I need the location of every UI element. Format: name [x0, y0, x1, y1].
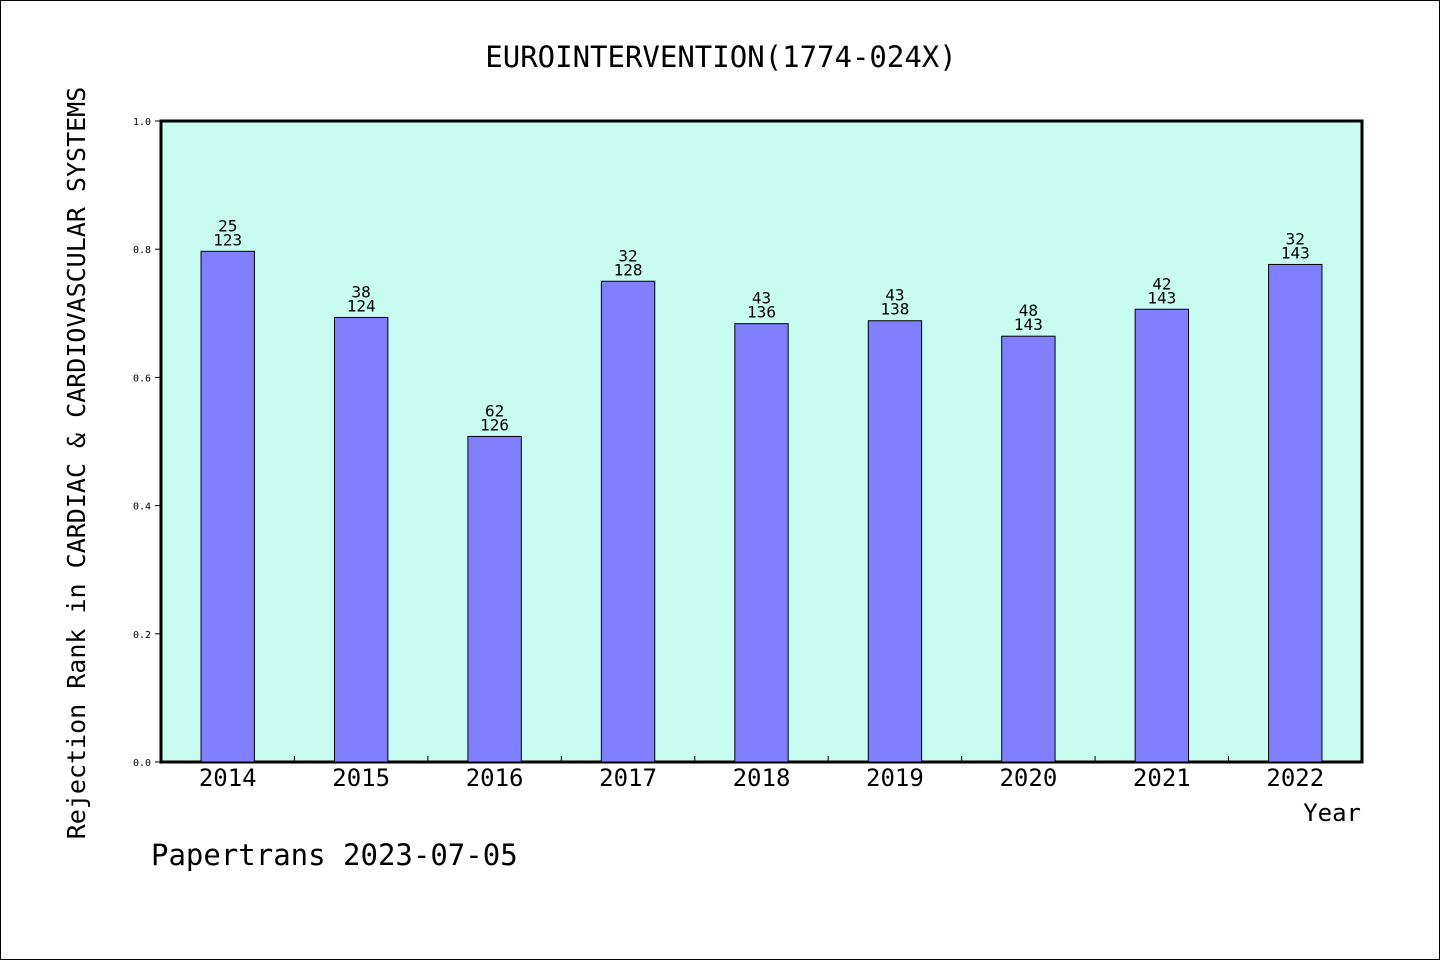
bar-label-total-2021: 143 [1147, 288, 1176, 307]
bar-2021 [1134, 308, 1190, 763]
bar-label-total-2018: 136 [747, 303, 776, 322]
chart-title: EUROINTERVENTION(1774-024X) [485, 40, 956, 74]
bar-label-total-2015: 124 [347, 296, 376, 315]
bars-group [200, 250, 1323, 763]
x-tick-label-2021: 2021 [1133, 764, 1191, 792]
bar-label-total-2020: 143 [1014, 315, 1043, 334]
bar-label-rank-2022: 32 [1286, 229, 1305, 248]
x-tick-label-2018: 2018 [733, 764, 791, 792]
x-tick-label-2014: 2014 [199, 764, 257, 792]
x-tick-label-2016: 2016 [466, 764, 524, 792]
bar-2017 [600, 280, 656, 763]
bar-2020 [1001, 335, 1056, 763]
bar-label-rank-2015: 38 [352, 282, 371, 301]
bar-2016 [467, 435, 522, 763]
x-tick-label-2020: 2020 [999, 764, 1057, 792]
y-tick-label: 0.2 [133, 630, 151, 641]
y-tick-label: 1.0 [133, 117, 151, 128]
x-tick-label-2019: 2019 [866, 764, 924, 792]
bar-label-rank-2020: 48 [1019, 301, 1038, 320]
x-axis-label: Year [1303, 799, 1361, 827]
bar-label-rank-2021: 42 [1152, 274, 1171, 293]
bar-label-rank-2018: 43 [752, 289, 771, 308]
bar-label-rank-2017: 32 [618, 246, 637, 265]
y-tick-label: 0.0 [133, 758, 151, 769]
bar-label-total-2022: 143 [1281, 243, 1310, 262]
y-tick-label: 0.4 [133, 502, 151, 513]
bar-label-rank-2014: 25 [218, 216, 237, 235]
footer-credit: Papertrans 2023-07-05 [151, 838, 518, 872]
bar-2019 [867, 320, 923, 763]
x-tick-label-2017: 2017 [599, 764, 657, 792]
bar-label-total-2017: 128 [614, 260, 643, 279]
y-tick-label: 0.8 [133, 245, 151, 256]
bar-2018 [734, 323, 789, 763]
y-tick-label: 0.6 [133, 373, 151, 384]
x-tick-label-2015: 2015 [332, 764, 390, 792]
x-axis: 2014 2015 2016 2017 2018 2019 2020 2021 2022 [199, 756, 1324, 792]
bar-label-total-2016: 126 [480, 415, 509, 434]
y-axis-label: Rejection Rank in CARDIAC & CARDIOVASCUL… [62, 87, 91, 840]
x-tick-label-2022: 2022 [1266, 764, 1324, 792]
bar-label-total-2014: 123 [213, 230, 242, 249]
bar-label-rank-2019: 43 [885, 286, 904, 305]
y-axis: 0.0 0.2 0.4 0.6 0.8 1.0 [133, 117, 161, 769]
bar-2014 [200, 250, 255, 763]
bar-label-total-2019: 138 [880, 300, 909, 319]
bar-2022 [1268, 263, 1323, 763]
bar-label-rank-2016: 62 [485, 401, 504, 420]
bar-2015 [333, 316, 389, 763]
